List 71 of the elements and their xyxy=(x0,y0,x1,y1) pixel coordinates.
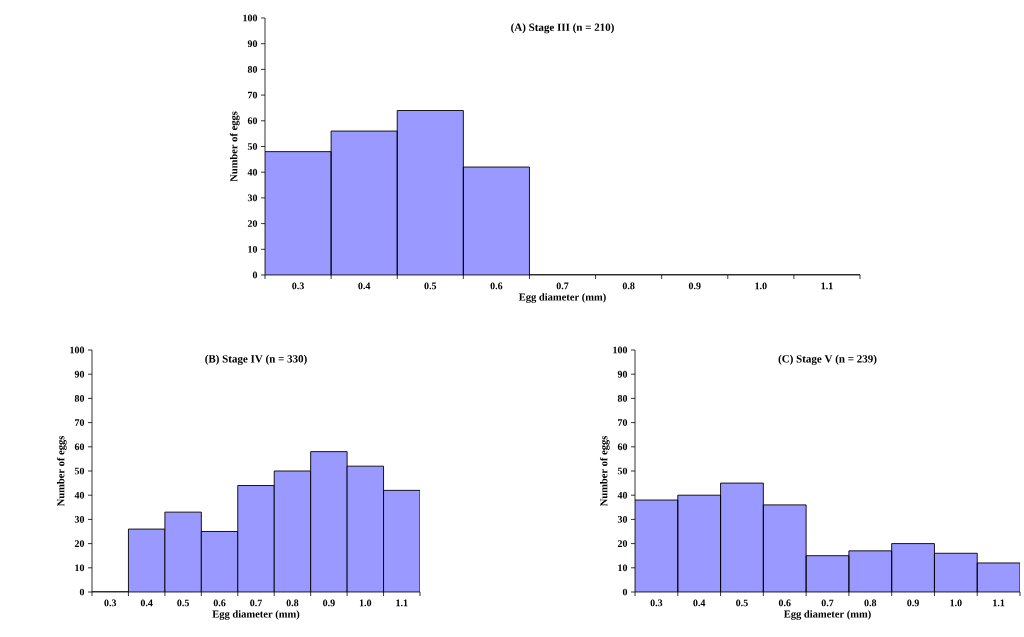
y-tick-label: 20 xyxy=(617,540,628,547)
chart-title: (A) Stage III (n = 210) xyxy=(511,23,614,34)
y-tick-label: 80 xyxy=(247,66,258,73)
x-axis-title: Egg diameter (mm) xyxy=(783,610,871,620)
y-tick-label: 100 xyxy=(243,14,258,22)
y-axis-title: Number of eggs xyxy=(229,111,240,182)
x-axis-title: Egg diameter (mm) xyxy=(212,610,300,620)
x-tick-label: 0.8 xyxy=(622,282,635,290)
y-tick-label: 50 xyxy=(247,143,258,150)
x-tick-label: 1.1 xyxy=(993,599,1005,607)
y-axis-title: Number of eggs xyxy=(56,435,67,507)
y-tick-label: 10 xyxy=(618,564,628,572)
x-tick-label: 0.3 xyxy=(292,282,304,290)
x-tick-label: 0.7 xyxy=(556,282,569,290)
x-tick-label: 0.7 xyxy=(821,599,834,607)
x-tick-label: 1.1 xyxy=(821,282,833,290)
y-tick-label: 30 xyxy=(247,194,258,202)
y-tick-label: 50 xyxy=(617,467,628,475)
y-tick-label: 70 xyxy=(618,419,628,426)
x-tick-label: 0.7 xyxy=(250,599,263,607)
y-tick-label: 10 xyxy=(75,564,85,572)
x-tick-label: 0.8 xyxy=(286,599,299,607)
bar xyxy=(265,151,332,275)
y-tick-label: 70 xyxy=(75,419,85,426)
x-tick-label: 0.6 xyxy=(778,599,791,607)
y-tick-label: 70 xyxy=(248,91,258,99)
x-tick-label: 0.3 xyxy=(650,599,663,607)
x-tick-label: 0.5 xyxy=(177,599,190,607)
x-tick-label: 0.9 xyxy=(688,282,701,290)
y-tick-label: 100 xyxy=(70,346,85,354)
y-tick-label: 90 xyxy=(247,40,258,48)
x-tick-label: 0.6 xyxy=(213,599,226,607)
y-tick-label: 80 xyxy=(74,395,85,402)
x-tick-label: 0.9 xyxy=(323,599,335,607)
x-tick-label: 0.8 xyxy=(864,599,877,607)
y-tick-label: 0 xyxy=(252,271,258,279)
x-tick-label: 0.4 xyxy=(693,599,706,607)
y-tick-label: 20 xyxy=(74,540,85,547)
y-tick-label: 90 xyxy=(617,370,628,378)
x-axis-title: Egg diameter (mm) xyxy=(518,293,606,303)
y-tick-label: 30 xyxy=(617,516,628,523)
x-tick-label: 0.4 xyxy=(358,282,371,290)
y-tick-label: 40 xyxy=(247,168,258,176)
y-tick-label: 60 xyxy=(247,117,258,125)
x-tick-label: 0.3 xyxy=(104,599,117,607)
y-tick-label: 60 xyxy=(617,443,628,451)
y-tick-label: 30 xyxy=(74,516,85,523)
y-tick-label: 100 xyxy=(613,346,628,354)
y-tick-label: 50 xyxy=(74,467,85,475)
x-tick-label: 0.6 xyxy=(490,282,503,290)
y-tick-label: 0 xyxy=(79,588,85,596)
chart-title: (B) Stage IV (n = 330) xyxy=(205,354,307,365)
y-axis-title: Number of eggs xyxy=(599,435,610,507)
x-tick-label: 1.0 xyxy=(950,599,962,607)
y-tick-label: 10 xyxy=(248,245,258,253)
x-tick-label: 0.5 xyxy=(736,599,748,607)
x-tick-label: 1.0 xyxy=(755,282,767,290)
y-tick-label: 80 xyxy=(617,395,628,402)
y-tick-label: 0 xyxy=(622,588,628,596)
y-tick-label: 20 xyxy=(247,220,258,227)
chart-title: (C) Stage V (n = 239) xyxy=(778,354,877,365)
x-tick-label: 0.9 xyxy=(907,599,919,607)
y-tick-label: 90 xyxy=(74,370,85,378)
x-tick-label: 0.4 xyxy=(140,599,153,607)
x-tick-label: 1.0 xyxy=(359,599,372,607)
y-tick-label: 40 xyxy=(617,491,628,499)
y-tick-label: 40 xyxy=(74,491,85,499)
bar xyxy=(806,555,849,592)
x-tick-label: 0.5 xyxy=(424,282,437,290)
y-tick-label: 60 xyxy=(74,443,85,451)
x-tick-label: 1.1 xyxy=(396,599,408,607)
